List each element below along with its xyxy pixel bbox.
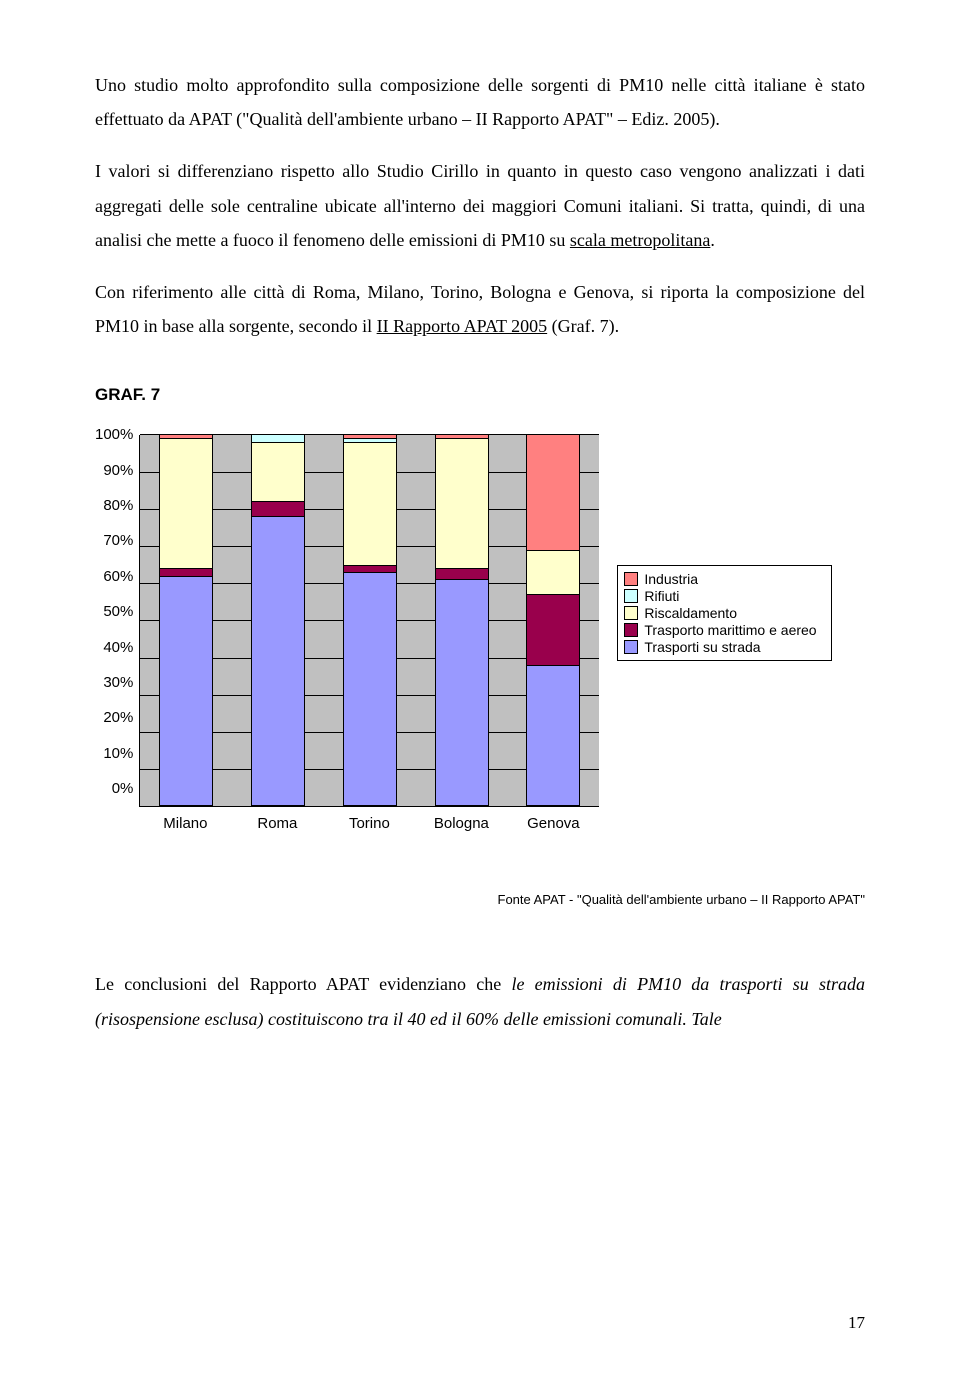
page-number: 17 bbox=[848, 1313, 865, 1333]
y-tick-label: 80% bbox=[103, 497, 133, 515]
bar-segment bbox=[526, 665, 580, 806]
legend-item: Trasporto marittimo e aereo bbox=[624, 622, 823, 638]
y-tick-label: 50% bbox=[103, 603, 133, 621]
bar-segment bbox=[526, 594, 580, 665]
underlined-text: II Rapporto APAT 2005 bbox=[377, 316, 548, 336]
y-axis: 100% 90% 80% 70% 60% 50% 40% 30% 20% 10% 0% bbox=[95, 426, 139, 798]
bar-segment bbox=[251, 434, 305, 441]
bar-segment bbox=[343, 442, 397, 565]
y-tick-label: 0% bbox=[112, 780, 134, 798]
y-tick-label: 30% bbox=[103, 674, 133, 692]
bar-segment bbox=[343, 572, 397, 806]
paragraph-4: Le conclusioni del Rapporto APAT evidenz… bbox=[95, 967, 865, 1035]
x-tick-label: Torino bbox=[323, 815, 415, 832]
y-tick-label: 70% bbox=[103, 532, 133, 550]
text: Le conclusioni del Rapporto APAT evidenz… bbox=[95, 974, 511, 994]
legend: IndustriaRifiutiRiscaldamentoTrasporto m… bbox=[617, 565, 832, 661]
underlined-text: scala metropolitana bbox=[570, 230, 710, 250]
bar-segment bbox=[526, 550, 580, 595]
y-tick-label: 100% bbox=[95, 426, 133, 444]
bar-segment bbox=[435, 568, 489, 579]
y-tick-label: 20% bbox=[103, 709, 133, 727]
legend-label: Riscaldamento bbox=[644, 605, 737, 621]
paragraph-1: Uno studio molto approfondito sulla comp… bbox=[95, 68, 865, 136]
bar-segment bbox=[526, 434, 580, 549]
legend-label: Trasporto marittimo e aereo bbox=[644, 622, 816, 638]
y-tick-label: 10% bbox=[103, 745, 133, 763]
bar-segment bbox=[159, 568, 213, 575]
bar-segment bbox=[159, 438, 213, 568]
bar-segment bbox=[435, 438, 489, 568]
legend-label: Rifiuti bbox=[644, 588, 679, 604]
bar-column bbox=[435, 434, 489, 806]
bar-segment bbox=[159, 576, 213, 807]
legend-item: Industria bbox=[624, 571, 823, 587]
legend-swatch bbox=[624, 640, 638, 654]
legend-item: Rifiuti bbox=[624, 588, 823, 604]
paragraph-3: Con riferimento alle città di Roma, Mila… bbox=[95, 275, 865, 343]
legend-label: Trasporti su strada bbox=[644, 639, 760, 655]
legend-item: Trasporti su strada bbox=[624, 639, 823, 655]
paragraph-2: I valori si differenziano rispetto allo … bbox=[95, 154, 865, 257]
y-tick-label: 90% bbox=[103, 462, 133, 480]
bar-column bbox=[526, 434, 580, 806]
bar-column bbox=[343, 434, 397, 806]
legend-item: Riscaldamento bbox=[624, 605, 823, 621]
chart-title: GRAF. 7 bbox=[95, 385, 865, 405]
x-axis: MilanoRomaTorinoBolognaGenova bbox=[139, 815, 599, 832]
legend-swatch bbox=[624, 623, 638, 637]
legend-swatch bbox=[624, 572, 638, 586]
legend-label: Industria bbox=[644, 571, 698, 587]
y-tick-label: 60% bbox=[103, 568, 133, 586]
text: (Graf. 7). bbox=[547, 316, 619, 336]
text: . bbox=[710, 230, 715, 250]
chart-source: Fonte APAT - "Qualità dell'ambiente urba… bbox=[95, 892, 865, 907]
bar-segment bbox=[435, 579, 489, 806]
bar-segment bbox=[251, 442, 305, 502]
bar-segment bbox=[251, 501, 305, 516]
bar-column bbox=[159, 434, 213, 806]
legend-swatch bbox=[624, 589, 638, 603]
x-tick-label: Genova bbox=[507, 815, 599, 832]
bar-column bbox=[251, 434, 305, 806]
legend-swatch bbox=[624, 606, 638, 620]
bar-segment bbox=[251, 516, 305, 806]
x-tick-label: Bologna bbox=[415, 815, 507, 832]
x-tick-label: Roma bbox=[231, 815, 323, 832]
bar-segment bbox=[343, 565, 397, 572]
chart-container: 100%90%80%70%60%50%40%30%20%10%0% Milano… bbox=[95, 435, 865, 832]
y-tick-label: 40% bbox=[103, 639, 133, 657]
plot-area bbox=[139, 435, 599, 807]
text: Uno studio molto approfondito sulla comp… bbox=[95, 75, 865, 129]
x-tick-label: Milano bbox=[139, 815, 231, 832]
text: I valori si differenziano rispetto allo … bbox=[95, 161, 865, 249]
